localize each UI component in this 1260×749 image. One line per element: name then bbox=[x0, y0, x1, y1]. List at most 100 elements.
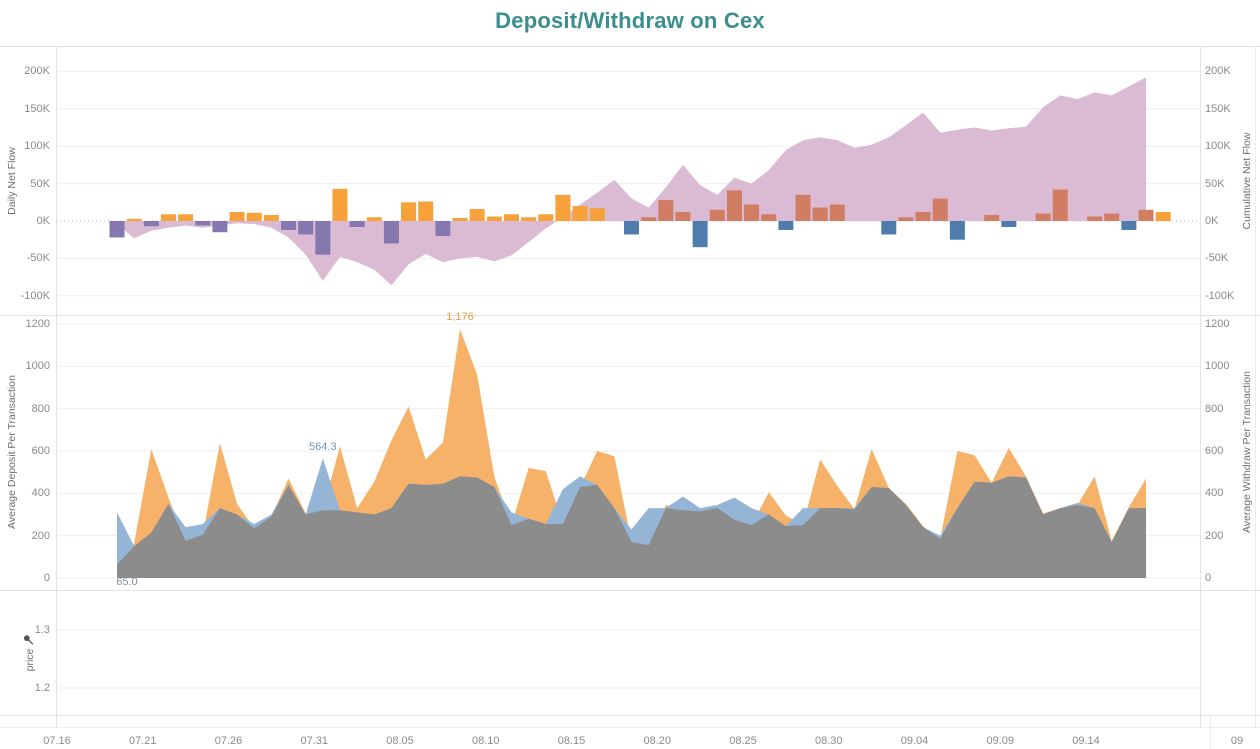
avg-transaction-chart[interactable] bbox=[0, 315, 1260, 590]
net-flow-bar bbox=[949, 221, 965, 240]
pane-border bbox=[1255, 46, 1256, 727]
net-flow-bar bbox=[984, 215, 1000, 221]
axis-tick-label: 1200 bbox=[25, 317, 50, 330]
pane-border bbox=[1210, 715, 1211, 749]
net-flow-bar bbox=[160, 214, 176, 221]
axis-tick-label: 07.16 bbox=[43, 735, 71, 747]
axis-tick-label: 09.14 bbox=[1072, 735, 1100, 747]
axis-tick-label: 0 bbox=[1205, 572, 1212, 584]
net-flow-bar bbox=[915, 212, 931, 221]
axis-tick-label: 09.04 bbox=[900, 735, 929, 747]
net-flow-bar bbox=[641, 217, 657, 221]
pane-border bbox=[0, 46, 1260, 47]
axis-tick-label: 09.09 bbox=[986, 735, 1015, 747]
net-flow-bar bbox=[744, 204, 760, 221]
net-flow-bar bbox=[401, 202, 417, 221]
axis-tick-label: 200 bbox=[31, 529, 50, 542]
net-flow-bar bbox=[503, 214, 519, 221]
net-flow-bar bbox=[1121, 221, 1137, 230]
axis-tick-label: 100K bbox=[24, 140, 50, 153]
net-flow-chart[interactable] bbox=[0, 46, 1260, 315]
pane-border bbox=[0, 715, 1260, 716]
net-flow-bar bbox=[281, 221, 297, 230]
net-flow-bar bbox=[263, 215, 279, 221]
axis-tick-label: 08.25 bbox=[729, 735, 757, 747]
axis-tick-label: 800 bbox=[31, 402, 50, 415]
net-flow-bar bbox=[521, 217, 537, 221]
axis-tick-label: -100K bbox=[20, 289, 50, 302]
axis-tick-label: 0K bbox=[1205, 215, 1219, 227]
axis-title-price: price bbox=[23, 635, 37, 671]
net-flow-bar bbox=[795, 194, 811, 221]
axis-tick-label: 07.21 bbox=[128, 735, 157, 747]
axis-border bbox=[0, 727, 1260, 728]
axis-tick-label: 150K bbox=[1205, 102, 1231, 115]
axis-tick-label: 07.31 bbox=[300, 735, 329, 747]
net-flow-bar bbox=[658, 200, 674, 221]
net-flow-bar bbox=[486, 216, 502, 221]
axis-tick-label: 600 bbox=[1205, 444, 1224, 457]
net-flow-bar bbox=[1035, 213, 1051, 221]
net-flow-bar bbox=[178, 214, 194, 221]
net-flow-bar bbox=[624, 221, 640, 235]
axis-tick-label: -50K bbox=[1205, 252, 1229, 265]
net-flow-bar bbox=[349, 221, 365, 227]
axis-tick-label: 08.05 bbox=[386, 735, 414, 747]
axis-tick-label: 1000 bbox=[1205, 360, 1230, 373]
net-flow-bar bbox=[812, 207, 828, 221]
net-flow-bar bbox=[109, 221, 125, 238]
axis-tick-label: 50K bbox=[1205, 177, 1225, 190]
data-label: 65.0 bbox=[116, 576, 138, 589]
net-flow-bar bbox=[726, 190, 742, 221]
axis-tick-label: 08.15 bbox=[557, 735, 586, 747]
net-flow-bar bbox=[555, 194, 571, 221]
net-flow-bar bbox=[829, 204, 845, 221]
net-flow-bar bbox=[298, 221, 314, 235]
page-title: Deposit/Withdraw on Cex bbox=[495, 8, 765, 33]
net-flow-bar bbox=[692, 221, 708, 248]
net-flow-bar bbox=[418, 201, 434, 221]
pane-border bbox=[1200, 46, 1201, 727]
axis-tick-label: -100K bbox=[1205, 289, 1235, 302]
axis-tick-label: 200K bbox=[1205, 65, 1231, 78]
axis-tick-label: 200K bbox=[24, 65, 50, 78]
net-flow-bar bbox=[709, 209, 725, 221]
pane-border bbox=[0, 590, 1260, 591]
net-flow-bar bbox=[1138, 209, 1154, 221]
net-flow-bar bbox=[383, 221, 399, 244]
net-flow-bar bbox=[469, 209, 485, 221]
axis-tick-label: 07.26 bbox=[214, 735, 243, 747]
axis-tick-label: 400 bbox=[1205, 487, 1224, 500]
net-flow-bar bbox=[932, 198, 948, 221]
price-chart[interactable] bbox=[0, 590, 1260, 715]
net-flow-bar bbox=[126, 218, 142, 221]
net-flow-bar bbox=[1052, 189, 1068, 221]
pane-border bbox=[56, 46, 57, 727]
pane-border bbox=[0, 315, 1260, 316]
net-flow-bar bbox=[1001, 221, 1017, 227]
net-flow-bar bbox=[1155, 212, 1171, 221]
axis-tick-label: -50K bbox=[26, 252, 50, 265]
axis-tick-label: 0 bbox=[43, 572, 50, 584]
net-flow-bar bbox=[1087, 216, 1103, 221]
net-flow-bar bbox=[898, 217, 914, 221]
axis-tick-label: 400 bbox=[31, 487, 50, 500]
axis-tick-label: 1000 bbox=[25, 360, 50, 373]
axis-tick-label: 100K bbox=[1205, 140, 1231, 153]
axis-tick-label: 800 bbox=[1205, 402, 1224, 415]
net-flow-bar bbox=[435, 221, 451, 236]
axis-tick-label: 1.3 bbox=[34, 624, 50, 636]
net-flow-bar bbox=[195, 221, 211, 226]
net-flow-bar bbox=[246, 212, 262, 221]
axis-tick-label: 200 bbox=[1205, 529, 1224, 542]
net-flow-bar bbox=[538, 214, 554, 221]
net-flow-bar bbox=[881, 221, 897, 235]
pin-icon bbox=[23, 635, 37, 646]
net-flow-bar bbox=[778, 221, 794, 230]
axis-tick-label: 1.2 bbox=[34, 682, 50, 694]
axis-tick-label: 08.20 bbox=[643, 735, 672, 747]
net-flow-bar bbox=[452, 218, 468, 221]
net-flow-bar bbox=[229, 212, 245, 221]
data-label: 1,176 bbox=[446, 311, 474, 324]
